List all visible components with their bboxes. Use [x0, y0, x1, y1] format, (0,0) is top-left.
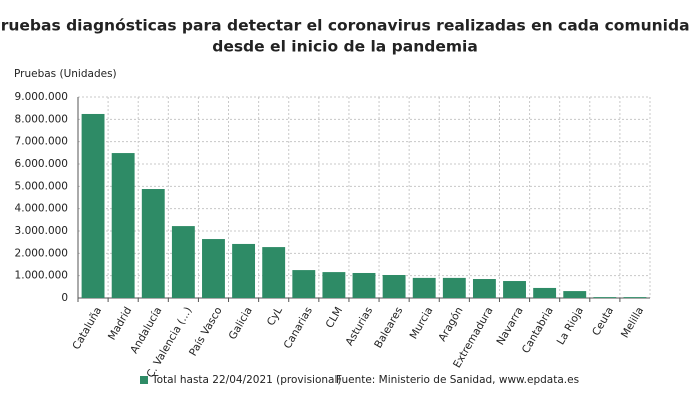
- bar: [382, 274, 406, 298]
- chart-title: Pruebas diagnósticas para detectar el co…: [0, 17, 690, 35]
- x-tick-label: Baleares: [372, 305, 405, 350]
- x-tick-label: Cantabria: [520, 305, 556, 355]
- bar: [352, 272, 376, 298]
- y-axis-label: Pruebas (Unidades): [14, 68, 117, 80]
- x-tick-label: Ceuta: [590, 305, 616, 338]
- bar: [262, 247, 286, 298]
- x-tick-label: CLM: [324, 305, 346, 330]
- bar: [412, 277, 436, 298]
- y-tick-label: 5.000.000: [15, 180, 68, 192]
- x-tick-label: CyL: [265, 305, 285, 328]
- y-tick-label: 4.000.000: [15, 203, 68, 215]
- bar: [322, 272, 346, 298]
- x-tick-label: La Rioja: [555, 305, 586, 347]
- x-tick-label: Cataluña: [70, 305, 104, 352]
- bar: [533, 287, 557, 298]
- bar: [472, 279, 496, 298]
- legend-swatch: [140, 376, 148, 384]
- y-tick-label: 6.000.000: [15, 158, 68, 170]
- x-tick-label: Canarias: [282, 305, 315, 351]
- y-tick-label: 0: [61, 292, 68, 304]
- source: Fuente: Ministerio de Sanidad, www.epdat…: [336, 374, 579, 386]
- x-tick-label: Madrid: [106, 305, 134, 342]
- bar: [623, 297, 647, 298]
- x-tick-label: Melilla: [619, 305, 646, 340]
- bar: [111, 153, 135, 298]
- bar: [81, 113, 105, 299]
- bar: [503, 281, 526, 298]
- bar: [593, 297, 617, 298]
- x-tick-label: Navarra: [494, 305, 525, 347]
- bar: [442, 277, 466, 298]
- bar: [202, 239, 225, 298]
- x-tick-label: Asturias: [344, 305, 376, 348]
- y-tick-label: 1.000.000: [15, 270, 68, 282]
- legend-label: Total hasta 22/04/2021 (provisional): [151, 374, 341, 386]
- x-tick-label: Murcia: [408, 305, 436, 341]
- bar: [171, 226, 195, 298]
- bar: [292, 270, 316, 298]
- y-tick-label: 2.000.000: [15, 247, 68, 259]
- bar: [141, 189, 165, 298]
- y-tick-label: 8.000.000: [15, 113, 68, 125]
- x-tick-label: Galicia: [227, 305, 255, 342]
- y-tick-label: 9.000.000: [15, 91, 68, 103]
- y-tick-label: 7.000.000: [15, 136, 68, 148]
- bar: [232, 243, 256, 298]
- bar: [563, 291, 587, 298]
- x-tick-label: Aragón: [436, 305, 465, 344]
- y-tick-label: 3.000.000: [15, 225, 68, 237]
- chart-title: desde el inicio de la pandemia: [212, 38, 478, 56]
